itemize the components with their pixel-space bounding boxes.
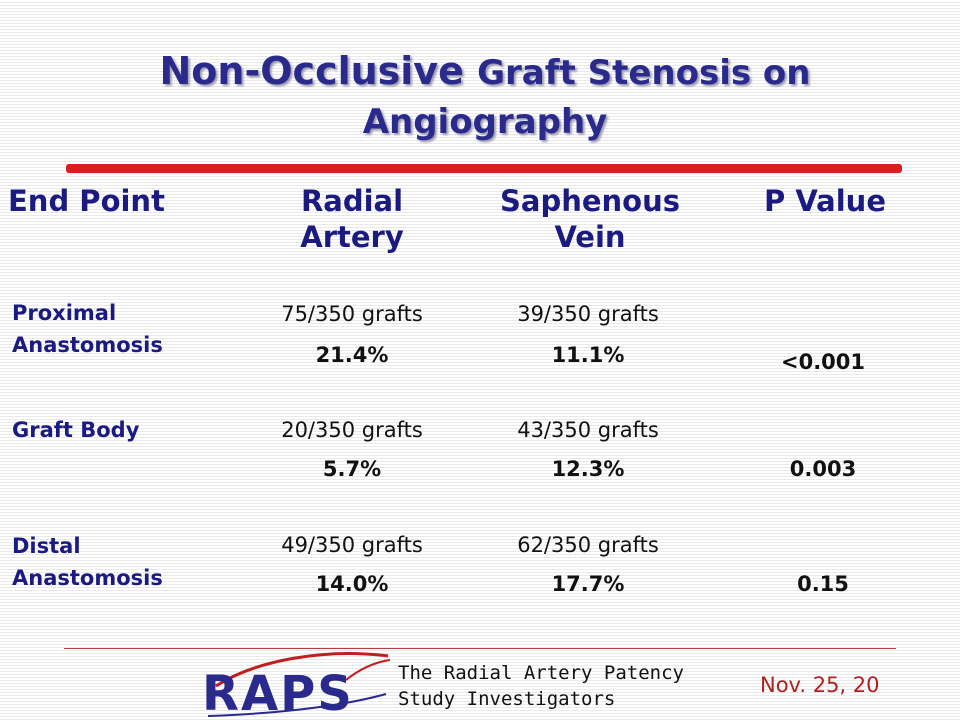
cell-saph-count: 62/350 grafts [517,533,659,557]
logo-wordmark: RAPS [202,666,354,720]
cell-radial-pct: 14.0% [315,572,389,596]
cell-radial-count: 49/350 grafts [281,533,423,557]
header-saphenous-vein: Saphenous Vein [499,184,680,254]
cell-saph-pct: 17.7% [551,572,625,596]
slide-date: Nov. 25, 20 [760,673,880,697]
header-p-value: P Value [763,184,887,218]
raps-logo: RAPS [202,652,391,720]
cell-saph-pct: 12.3% [551,457,625,481]
footer-divider [64,648,896,649]
cell-radial-pct: 5.7% [322,457,382,481]
cell-p-value: 0.15 [797,572,849,596]
row-label-proximal: Proximal Anastomosis [12,301,163,357]
header-end-point: End Point [8,184,165,218]
cell-saph-count: 43/350 grafts [517,418,659,442]
cell-radial-pct: 21.4% [315,343,389,367]
cell-saph-count: 39/350 grafts [517,302,659,326]
cell-radial-count: 75/350 grafts [281,302,423,326]
row-label-distal: Distal Anastomosis [12,534,163,590]
cell-radial-count: 20/350 grafts [281,418,423,442]
title-underline [66,164,902,173]
title-part-1: Non-Occlusive [159,49,464,93]
cell-p-value: <0.001 [780,350,866,374]
title-part-2: Graft Stenosis on Angiography [362,53,811,142]
row-label-graft-body: Graft Body [12,418,140,442]
investigators-credit: The Radial Artery Patency Study Investig… [398,662,684,710]
cell-saph-pct: 11.1% [551,343,625,367]
slide-title: Non-Occlusive Graft Stenosis on Angiogra… [60,48,910,146]
cell-p-value: 0.003 [789,457,857,481]
header-radial-artery: Radial Artery [300,184,404,254]
